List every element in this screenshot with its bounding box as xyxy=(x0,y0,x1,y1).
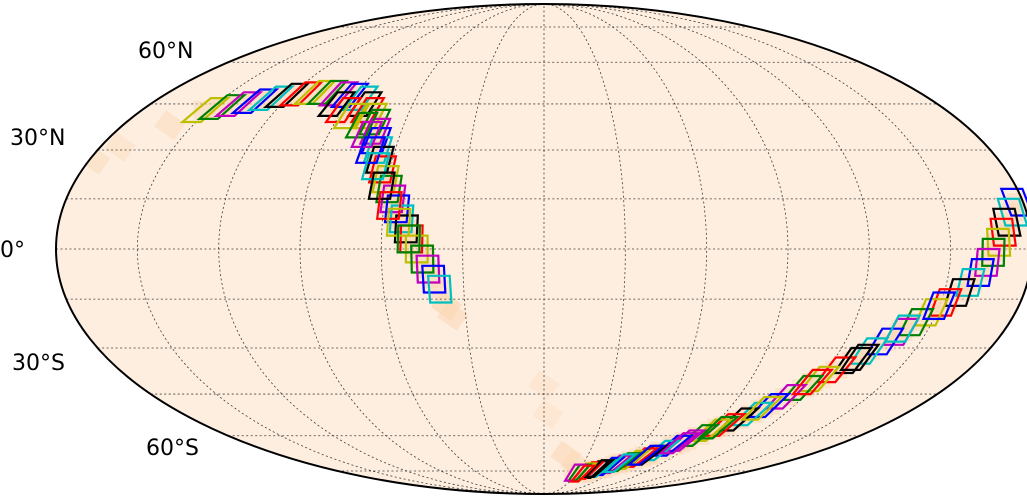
coverage-patch xyxy=(104,131,136,162)
footprint-tile xyxy=(262,82,311,109)
footprint-tile xyxy=(317,81,360,107)
footprint-halo xyxy=(397,229,420,248)
footprint-tile xyxy=(943,278,977,307)
footprint-tile xyxy=(790,368,835,396)
footprint-tile xyxy=(383,194,411,224)
lat-label-30n: 30°N xyxy=(10,126,65,151)
footprint-tile xyxy=(344,111,379,139)
footprint-tile xyxy=(921,291,957,320)
footprint-tile xyxy=(332,102,369,130)
graticule-meridian xyxy=(543,4,952,494)
lat-label-60n: 60°N xyxy=(138,39,193,64)
footprint-tile xyxy=(865,327,905,356)
footprint-tile xyxy=(626,444,667,466)
footprint-tile xyxy=(305,79,350,106)
footprint-tile xyxy=(426,274,453,304)
footprint-tile xyxy=(981,237,1006,267)
footprint-tile xyxy=(379,184,407,214)
footprint-tile xyxy=(763,384,809,410)
footprint-tile xyxy=(246,85,295,112)
footprint-layer xyxy=(179,79,1027,484)
footprint-tile xyxy=(729,401,775,427)
footprint-tile xyxy=(350,120,384,148)
coverage-patch xyxy=(154,109,186,141)
footprint-tile xyxy=(973,247,1001,277)
footprint-halo xyxy=(928,296,951,315)
footprint-halo xyxy=(378,196,401,215)
graticule-meridian xyxy=(218,4,545,494)
footprint-tile xyxy=(410,244,435,274)
footprint-tile xyxy=(883,314,922,343)
footprint-tile xyxy=(689,418,734,442)
footprint-tile xyxy=(360,152,391,181)
footprint-tile xyxy=(601,453,639,474)
footprint-tile xyxy=(229,88,280,115)
footprint-tile xyxy=(928,288,963,317)
graticule-meridian xyxy=(136,4,545,494)
graticule-meridian xyxy=(543,4,708,494)
footprint-tile xyxy=(396,224,422,254)
footprint-tile xyxy=(375,174,403,204)
footprint-tile xyxy=(913,298,950,327)
footprint-tile xyxy=(839,343,881,371)
graticule-meridian xyxy=(462,4,545,494)
footprint-tile xyxy=(357,108,392,136)
map-outline xyxy=(55,3,1027,495)
graticule-meridian xyxy=(543,4,626,494)
footprint-tile xyxy=(375,191,403,220)
footprint-tile xyxy=(367,155,398,184)
footprint-tile xyxy=(388,204,415,234)
footprint-tile xyxy=(780,374,825,401)
footprint-tile xyxy=(385,207,412,237)
lat-label-0: 0° xyxy=(0,238,25,263)
footprint-tile xyxy=(179,96,231,124)
footprint-halo xyxy=(370,176,393,195)
footprint-tile xyxy=(404,234,429,264)
footprint-tile xyxy=(196,94,248,121)
footprint-tile xyxy=(340,85,380,112)
footprint-tile xyxy=(989,217,1017,247)
lat-label-30s: 30°S xyxy=(12,351,65,376)
footprint-tile xyxy=(739,395,785,421)
footprint-tile xyxy=(367,171,396,200)
map-background xyxy=(56,4,1027,494)
footprint-tile xyxy=(696,415,741,440)
footprint-tile xyxy=(955,268,986,297)
coverage-patch xyxy=(532,399,564,430)
graticule-meridian xyxy=(299,4,545,494)
footprint-tile xyxy=(583,459,616,478)
graticule-meridian xyxy=(543,4,870,494)
footprint-tile xyxy=(277,81,324,107)
lat-label-60s: 60°S xyxy=(146,436,199,461)
coverage-patch xyxy=(437,300,469,331)
footprint-tile xyxy=(568,464,598,483)
graticule-meridian xyxy=(380,4,545,494)
footprint-tile xyxy=(831,346,874,375)
footprint-tile xyxy=(415,254,441,284)
footprint-tile xyxy=(213,91,264,118)
footprint-tile xyxy=(716,407,761,432)
footprint-tile xyxy=(657,432,701,455)
footprint-tile xyxy=(421,264,447,294)
footprint-tile xyxy=(354,136,387,164)
footprint-tile xyxy=(393,214,419,244)
footprint-tile xyxy=(651,434,695,457)
